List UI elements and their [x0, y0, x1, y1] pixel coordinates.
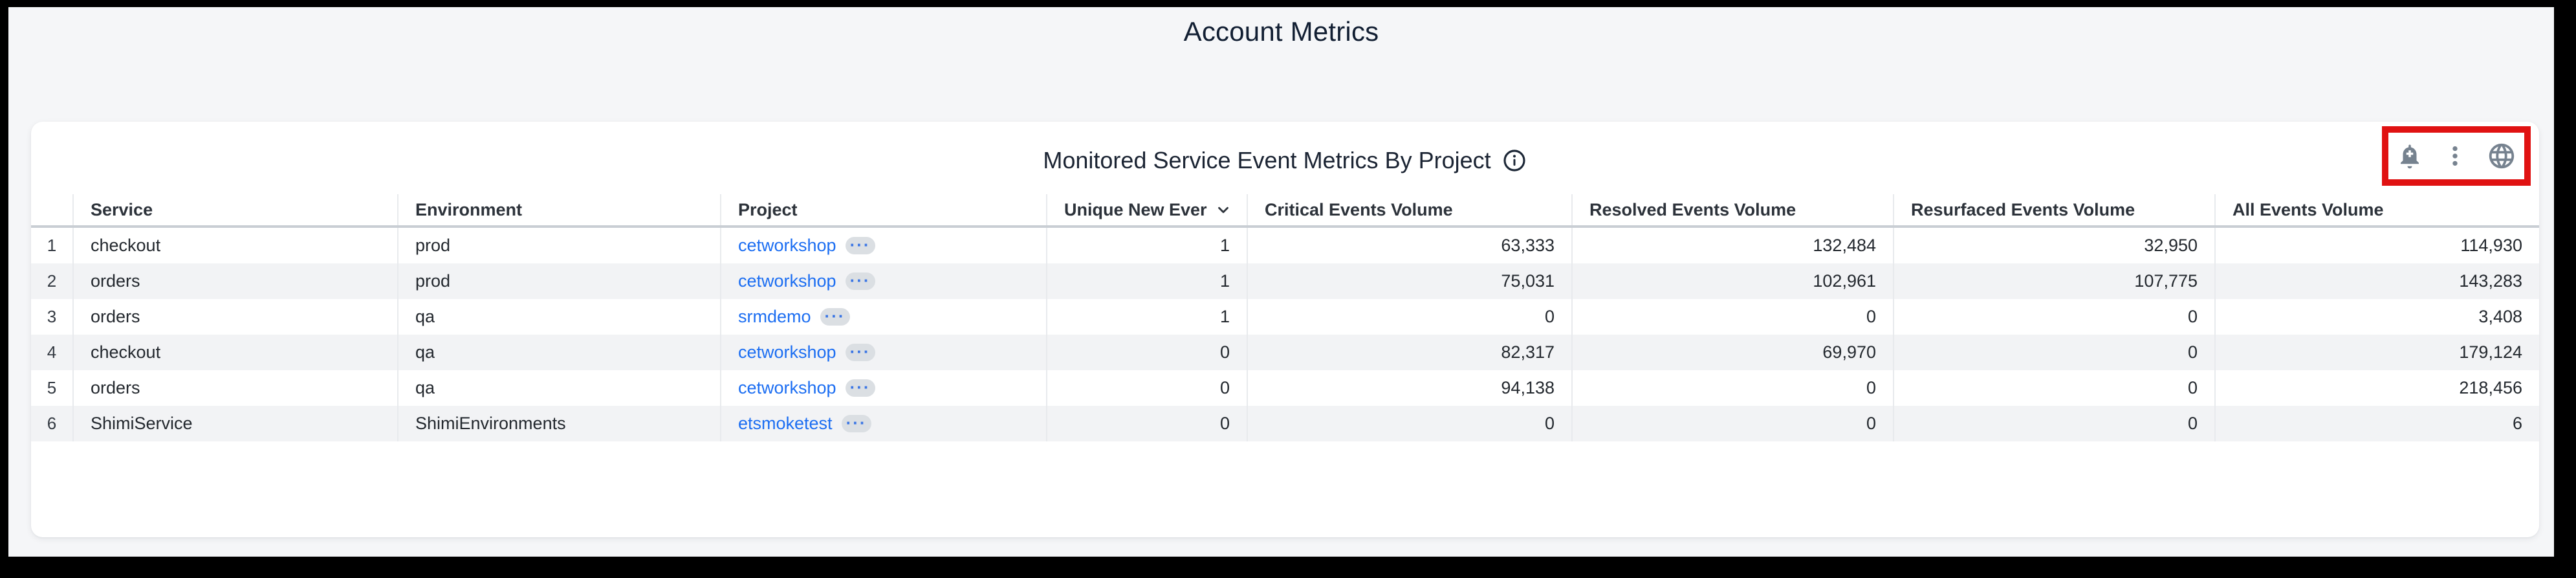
info-circle-icon[interactable] — [1501, 148, 1527, 173]
cell-project: srmdemo ··· — [720, 299, 1046, 335]
cell-resolved-events-volume: 0 — [1571, 406, 1893, 441]
header-critical-events-volume[interactable]: Critical Events Volume — [1247, 194, 1571, 225]
page-title: Account Metrics — [1183, 16, 1379, 47]
row-index: 1 — [47, 236, 57, 255]
row-index: 4 — [47, 342, 57, 362]
cell-critical-events-volume: 63,333 — [1247, 228, 1571, 263]
cell-all-events-volume: 143,283 — [2214, 263, 2539, 299]
cell-resolved-events-volume: 102,961 — [1571, 263, 1893, 299]
cell-resurfaced-events-volume: 0 — [1893, 406, 2214, 441]
cell-critical-events-volume: 0 — [1247, 406, 1571, 441]
project-options-pill[interactable]: ··· — [845, 379, 875, 397]
widget-card: Monitored Service Event Metrics By Proje… — [31, 122, 2539, 537]
row-index: 6 — [47, 414, 57, 433]
globe-icon[interactable] — [2487, 141, 2516, 171]
project-options-pill[interactable]: ··· — [841, 414, 871, 432]
cell-critical-events-volume: 0 — [1247, 299, 1571, 335]
project-options-pill[interactable]: ··· — [820, 307, 850, 326]
project-options-pill[interactable]: ··· — [845, 236, 875, 254]
table-row[interactable]: 2 orders prod cetworkshop ··· 1 75,031 1… — [31, 263, 2539, 299]
sort-chevron-down-icon — [1215, 201, 1232, 218]
widget-header: Monitored Service Event Metrics By Proje… — [31, 146, 2539, 175]
project-link[interactable]: srmdemo — [738, 307, 811, 326]
cell-environment: qa — [397, 299, 720, 335]
cell-service: orders — [72, 299, 397, 335]
widget-title: Monitored Service Event Metrics By Proje… — [1043, 147, 1491, 173]
header-index — [31, 194, 72, 225]
project-link[interactable]: cetworkshop — [738, 236, 836, 255]
cell-unique-new-events: 0 — [1046, 335, 1247, 370]
table-row[interactable]: 6 ShimiService ShimiEnvironments etsmoke… — [31, 406, 2539, 441]
cell-environment: prod — [397, 263, 720, 299]
header-service[interactable]: Service — [72, 194, 397, 225]
header-environment[interactable]: Environment — [397, 194, 720, 225]
header-resolved-events-volume[interactable]: Resolved Events Volume — [1571, 194, 1893, 225]
cell-environment: ShimiEnvironments — [397, 406, 720, 441]
cell-project: cetworkshop ··· — [720, 228, 1046, 263]
cell-service: orders — [72, 263, 397, 299]
cell-project: cetworkshop ··· — [720, 263, 1046, 299]
cell-critical-events-volume: 94,138 — [1247, 370, 1571, 406]
kebab-menu-icon[interactable] — [2441, 142, 2469, 170]
dashboard-page: Account Metrics Monitored Service Event … — [8, 7, 2554, 557]
cell-resolved-events-volume: 132,484 — [1571, 228, 1893, 263]
table-row[interactable]: 1 checkout prod cetworkshop ··· 1 63,333… — [31, 228, 2539, 263]
row-index: 5 — [47, 378, 57, 397]
cell-unique-new-events: 0 — [1046, 406, 1247, 441]
project-options-pill[interactable]: ··· — [845, 343, 875, 361]
cell-all-events-volume: 114,930 — [2214, 228, 2539, 263]
project-link[interactable]: etsmoketest — [738, 414, 833, 433]
cell-service: checkout — [72, 228, 397, 263]
cell-resurfaced-events-volume: 32,950 — [1893, 228, 2214, 263]
add-alert-icon[interactable] — [2396, 142, 2423, 170]
project-link[interactable]: cetworkshop — [738, 342, 836, 362]
cell-unique-new-events: 1 — [1046, 263, 1247, 299]
cell-project: cetworkshop ··· — [720, 370, 1046, 406]
cell-unique-new-events: 0 — [1046, 370, 1247, 406]
header-all-events-volume[interactable]: All Events Volume — [2214, 194, 2539, 225]
cell-unique-new-events: 1 — [1046, 228, 1247, 263]
cell-service: orders — [72, 370, 397, 406]
header-unique-new-events[interactable]: Unique New Ever — [1046, 194, 1247, 225]
project-options-pill[interactable]: ··· — [845, 272, 875, 290]
cell-resolved-events-volume: 0 — [1571, 299, 1893, 335]
cell-environment: qa — [397, 370, 720, 406]
cell-all-events-volume: 6 — [2214, 406, 2539, 441]
cell-environment: qa — [397, 335, 720, 370]
row-index: 3 — [47, 307, 57, 326]
cell-resolved-events-volume: 69,970 — [1571, 335, 1893, 370]
cell-resurfaced-events-volume: 0 — [1893, 299, 2214, 335]
table-body: 1 checkout prod cetworkshop ··· 1 63,333… — [31, 228, 2539, 441]
table-row[interactable]: 3 orders qa srmdemo ··· 1 0 0 0 3,408 — [31, 299, 2539, 335]
cell-project: etsmoketest ··· — [720, 406, 1046, 441]
table-row[interactable]: 5 orders qa cetworkshop ··· 0 94,138 0 0… — [31, 370, 2539, 406]
project-link[interactable]: cetworkshop — [738, 271, 836, 291]
cell-unique-new-events: 1 — [1046, 299, 1247, 335]
cell-service: ShimiService — [72, 406, 397, 441]
cell-resurfaced-events-volume: 0 — [1893, 370, 2214, 406]
annotation-highlight-box — [2382, 126, 2531, 186]
header-project[interactable]: Project — [720, 194, 1046, 225]
cell-critical-events-volume: 82,317 — [1247, 335, 1571, 370]
cell-resolved-events-volume: 0 — [1571, 370, 1893, 406]
cell-critical-events-volume: 75,031 — [1247, 263, 1571, 299]
cell-environment: prod — [397, 228, 720, 263]
row-index: 2 — [47, 271, 57, 291]
table-row[interactable]: 4 checkout qa cetworkshop ··· 0 82,317 6… — [31, 335, 2539, 370]
project-link[interactable]: cetworkshop — [738, 378, 836, 397]
cell-resurfaced-events-volume: 107,775 — [1893, 263, 2214, 299]
cell-project: cetworkshop ··· — [720, 335, 1046, 370]
cell-all-events-volume: 218,456 — [2214, 370, 2539, 406]
cell-service: checkout — [72, 335, 397, 370]
table-header: Service Environment Project Unique New E… — [31, 194, 2539, 228]
cell-all-events-volume: 3,408 — [2214, 299, 2539, 335]
cell-resurfaced-events-volume: 0 — [1893, 335, 2214, 370]
header-resurfaced-events-volume[interactable]: Resurfaced Events Volume — [1893, 194, 2214, 225]
metrics-table: Service Environment Project Unique New E… — [31, 194, 2539, 441]
cell-all-events-volume: 179,124 — [2214, 335, 2539, 370]
